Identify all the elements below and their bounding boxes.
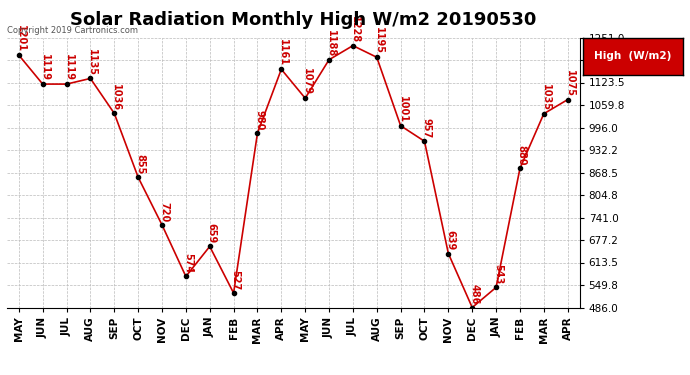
Text: 855: 855	[135, 154, 145, 174]
Text: 980: 980	[255, 110, 264, 130]
Text: 1036: 1036	[111, 84, 121, 111]
Text: 880: 880	[517, 145, 527, 166]
Text: 1075: 1075	[564, 70, 575, 97]
Text: 486: 486	[469, 284, 479, 304]
Text: 957: 957	[422, 118, 431, 138]
Text: 1161: 1161	[278, 39, 288, 66]
Text: High  (W/m2): High (W/m2)	[594, 51, 672, 61]
Text: Solar Radiation Monthly High W/m2 20190530: Solar Radiation Monthly High W/m2 201905…	[70, 11, 537, 29]
Text: 1135: 1135	[88, 49, 97, 76]
Text: 1228: 1228	[350, 16, 359, 43]
Text: 1201: 1201	[16, 26, 26, 53]
Text: Copyright 2019 Cartronics.com: Copyright 2019 Cartronics.com	[7, 26, 138, 35]
Text: 720: 720	[159, 202, 169, 222]
Text: 574: 574	[183, 254, 193, 274]
Text: 1188: 1188	[326, 30, 336, 57]
Text: 1035: 1035	[541, 84, 551, 111]
Text: 639: 639	[445, 230, 455, 251]
Text: 527: 527	[230, 270, 241, 290]
Text: 1001: 1001	[397, 96, 408, 123]
Text: 659: 659	[206, 224, 217, 244]
Text: 1195: 1195	[374, 27, 384, 54]
Text: 1119: 1119	[63, 54, 73, 81]
Text: 1079: 1079	[302, 68, 312, 95]
Text: 543: 543	[493, 264, 503, 285]
Text: 1119: 1119	[39, 54, 50, 81]
